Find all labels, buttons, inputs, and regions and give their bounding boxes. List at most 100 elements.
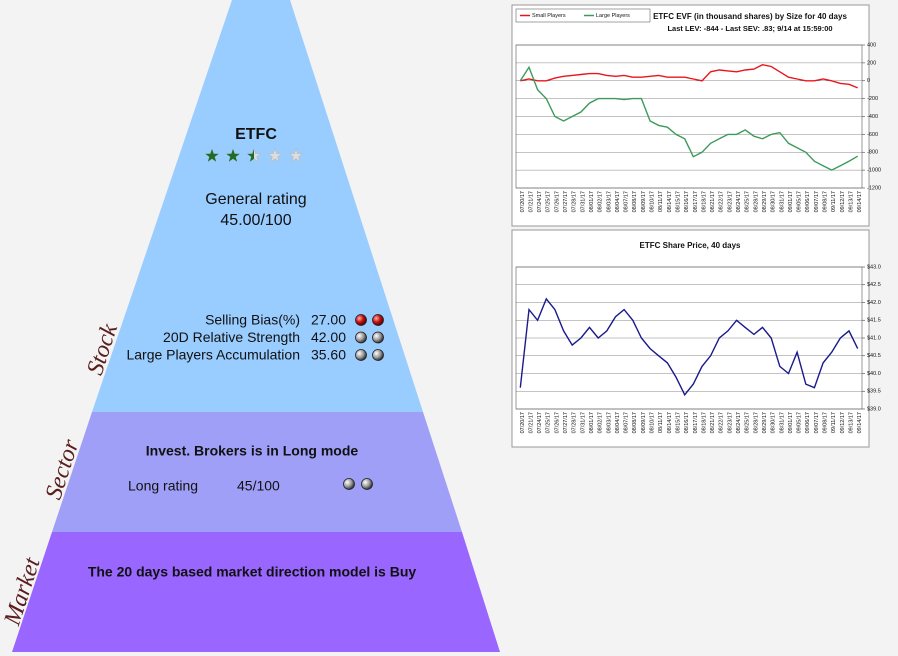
rating-label: General rating: [205, 191, 306, 208]
y-tick-label: $39.0: [867, 406, 881, 412]
y-tick-label: 200: [867, 60, 876, 66]
x-tick-label: 08/18/17: [701, 191, 707, 212]
chart-title: ETFC EVF (in thousand shares) by Size fo…: [653, 12, 847, 21]
star: [225, 148, 241, 163]
x-tick-label: 09/11/17: [831, 412, 837, 433]
x-tick-label: 09/12/17: [840, 191, 846, 212]
x-tick-label: 07/20/17: [520, 191, 526, 212]
market-tier: [12, 532, 500, 652]
y-tick-label: $42.5: [867, 282, 881, 288]
symbol: ETFC: [235, 126, 277, 143]
rating: 45.00/100: [220, 212, 291, 229]
x-tick-label: 08/15/17: [675, 412, 681, 433]
y-tick-label: $40.5: [867, 353, 881, 359]
sector-headline: Invest. Brokers is in Long mode: [146, 443, 359, 459]
x-tick-label: 08/03/17: [606, 412, 612, 433]
x-tick-label: 07/27/17: [563, 412, 569, 433]
x-tick-label: 08/01/17: [589, 412, 595, 433]
star-base: [288, 148, 304, 163]
x-tick-label: 09/07/17: [814, 412, 820, 433]
x-tick-label: 09/06/17: [805, 191, 811, 212]
signal-dot: [361, 478, 373, 490]
row-value: 42.00: [311, 329, 346, 345]
x-tick-label: 07/20/17: [520, 412, 526, 433]
x-tick-label: 07/24/17: [537, 191, 543, 212]
x-tick-label: 07/25/17: [546, 412, 552, 433]
x-tick-label: 09/05/17: [797, 191, 803, 212]
y-tick-label: -1000: [867, 168, 881, 174]
star-fill: [226, 149, 240, 162]
sector-rating: 45/100: [237, 478, 280, 494]
y-tick-label: -400: [867, 114, 878, 120]
x-tick-label: 07/26/17: [554, 191, 560, 212]
row-name: 20D Relative Strength: [163, 329, 300, 345]
x-tick-label: 09/14/17: [857, 412, 863, 433]
series-line: [519, 65, 859, 171]
x-tick-label: 08/07/17: [624, 412, 630, 433]
star-base: [267, 148, 283, 163]
x-tick-label: 09/13/17: [848, 191, 854, 212]
y-tick-label: -1200: [867, 185, 881, 191]
x-tick-label: 08/10/17: [650, 412, 656, 433]
x-tick-label: 09/08/17: [823, 191, 829, 212]
legend-box: [515, 8, 651, 23]
x-tick-label: 09/05/17: [797, 412, 803, 433]
chart-subtitle: Last LEV: -844 - Last SEV: .83; 9/14 at …: [667, 24, 832, 33]
chart-title: ETFC Share Price, 40 days: [640, 241, 741, 250]
x-tick-label: 09/12/17: [840, 412, 846, 433]
y-tick-label: $41.5: [867, 318, 881, 324]
x-tick-label: 07/24/17: [537, 412, 543, 433]
x-tick-label: 08/09/17: [641, 412, 647, 433]
x-tick-label: 08/28/17: [753, 191, 759, 212]
x-tick-label: 08/17/17: [693, 191, 699, 212]
signal-dot: [372, 349, 384, 361]
x-tick-label: 08/31/17: [779, 412, 785, 433]
x-tick-label: 08/24/17: [736, 412, 742, 433]
x-tick-label: 08/11/17: [658, 412, 664, 433]
star: [267, 148, 283, 163]
x-tick-label: 09/01/17: [788, 412, 794, 433]
y-tick-label: $42.0: [867, 300, 881, 306]
y-tick-label: -200: [867, 96, 878, 102]
x-tick-label: 07/31/17: [580, 191, 586, 212]
x-tick-label: 07/27/17: [563, 191, 569, 212]
series-line: [520, 63, 858, 89]
legend-label: Small Players: [532, 13, 566, 19]
y-tick-label: $40.0: [867, 371, 881, 377]
x-tick-label: 09/13/17: [848, 412, 854, 433]
evf-chart-frame: [511, 4, 870, 227]
signal-dot: [372, 331, 384, 344]
x-tick-label: 08/02/17: [598, 412, 604, 433]
y-tick-label: $41.0: [867, 335, 881, 341]
x-tick-label: 08/21/17: [710, 412, 716, 433]
signal-dot: [355, 314, 367, 326]
x-tick-label: 07/31/17: [580, 412, 586, 433]
sector-tier: [52, 412, 462, 532]
x-tick-label: 09/08/17: [823, 412, 829, 433]
x-tick-label: 08/23/17: [727, 191, 733, 212]
x-tick-label: 09/06/17: [805, 412, 811, 433]
legend-label: Large Players: [596, 13, 630, 19]
x-tick-label: 09/01/17: [788, 191, 794, 212]
x-tick-label: 08/30/17: [771, 191, 777, 212]
x-tick-label: 07/21/17: [528, 412, 534, 433]
sector-rating-label: Long rating: [128, 478, 198, 494]
x-tick-label: 08/02/17: [598, 191, 604, 212]
plot-area: [515, 266, 863, 410]
x-tick-label: 07/26/17: [554, 412, 560, 433]
x-tick-label: 08/31/17: [779, 191, 785, 212]
row-value: 35.60: [311, 347, 346, 363]
x-tick-label: 08/21/17: [710, 191, 716, 212]
y-tick-label: -800: [867, 150, 878, 156]
signal-dot: [343, 478, 355, 490]
signal-dot: [355, 349, 367, 361]
x-tick-label: 09/07/17: [814, 191, 820, 212]
x-tick-label: 08/22/17: [719, 412, 725, 433]
x-tick-label: 08/14/17: [667, 412, 673, 433]
x-tick-label: 08/29/17: [762, 191, 768, 212]
market-headline: The 20 days based market direction model…: [88, 564, 417, 580]
stock-tier: [92, 0, 423, 412]
x-tick-label: 08/30/17: [771, 412, 777, 433]
